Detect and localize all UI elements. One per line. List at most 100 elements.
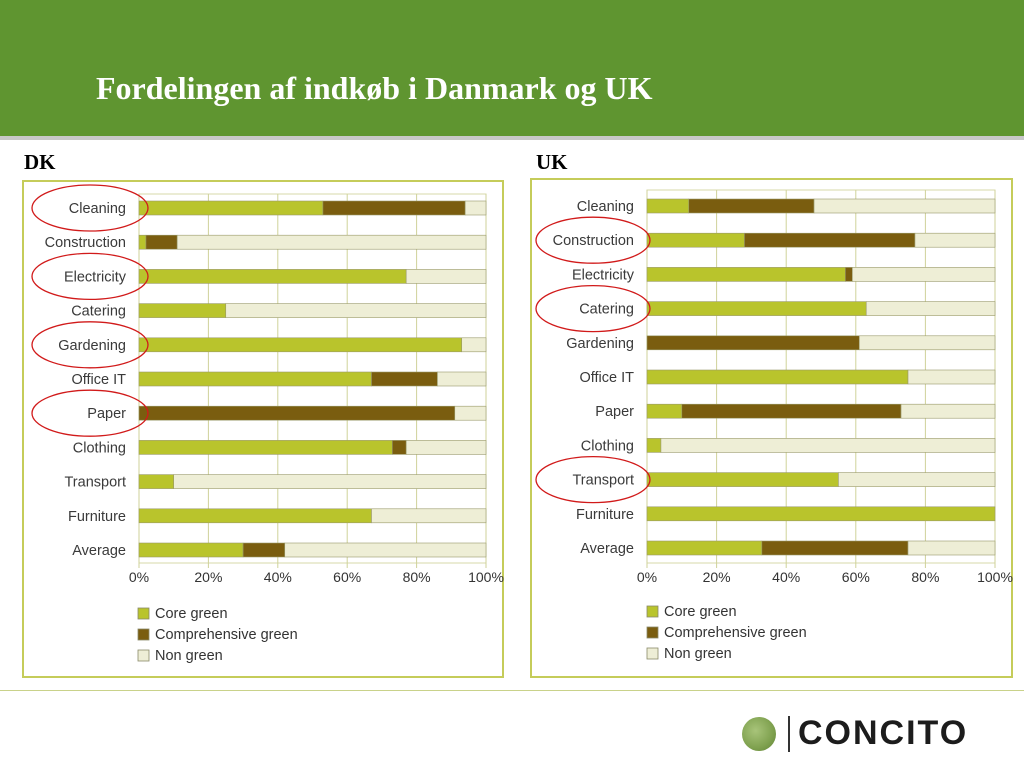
uk-legend-label: Comprehensive green <box>664 625 807 641</box>
dk-bar-transport-non-green <box>173 474 487 489</box>
uk-legend-swatch-comprehensive-green <box>646 626 659 639</box>
dk-bar-gardening-core-green <box>138 337 463 353</box>
dk-bar-average-non-green <box>284 542 487 558</box>
uk-tick-label: 0% <box>637 569 657 585</box>
uk-category-label: Transport <box>572 473 634 489</box>
dk-bar-clothing-non-green <box>405 440 487 455</box>
title-bar-divider <box>0 136 1024 140</box>
title-bar <box>0 0 1024 136</box>
dk-bar-transport-core-green <box>138 474 175 489</box>
uk-legend-label: Core green <box>664 604 737 620</box>
uk-category-label: Clothing <box>581 438 634 454</box>
dk-category-label: Transport <box>64 475 126 491</box>
dk-category-label: Average <box>72 543 126 559</box>
dk-legend-label: Non green <box>155 648 223 664</box>
uk-bar-average-comprehensive-green <box>761 540 909 556</box>
dk-category-label: Cleaning <box>69 201 126 217</box>
uk-bar-cleaning-non-green <box>813 198 996 214</box>
uk-highlight-construction <box>535 216 651 264</box>
logo-separator <box>788 716 790 752</box>
dk-bar-construction-non-green <box>176 234 487 250</box>
dk-category-label: Paper <box>87 406 126 422</box>
uk-bar-average-core-green <box>646 540 763 556</box>
dk-category-label: Construction <box>45 235 126 251</box>
uk-tick-label: 60% <box>842 569 870 585</box>
dk-legend-swatch-comprehensive-green <box>137 628 150 641</box>
uk-bar-electricity-core-green <box>646 267 846 282</box>
uk-bar-construction-comprehensive-green <box>744 232 916 248</box>
uk-bar-transport-non-green <box>838 472 996 487</box>
dk-category-label: Catering <box>71 304 126 320</box>
dk-highlight-paper <box>31 389 149 437</box>
dk-bar-gardening-non-green <box>461 337 487 353</box>
uk-category-label: Gardening <box>566 336 634 352</box>
dk-bar-average-core-green <box>138 542 244 558</box>
uk-legend-swatch-non-green <box>646 647 659 660</box>
uk-category-label: Paper <box>595 404 634 420</box>
uk-bar-catering-non-green <box>865 301 996 316</box>
uk-bar-catering-core-green <box>646 301 867 316</box>
concito-logo-icon <box>742 717 776 751</box>
uk-bar-furniture-core-green <box>646 506 996 522</box>
uk-bar-office-it-non-green <box>907 369 996 385</box>
uk-bar-construction-non-green <box>914 232 996 248</box>
uk-bar-electricity-non-green <box>852 267 996 282</box>
uk-tick-label: 100% <box>977 569 1013 585</box>
uk-category-label: Average <box>580 541 634 557</box>
uk-category-label: Office IT <box>579 370 634 386</box>
dk-category-label: Office IT <box>71 372 126 388</box>
uk-category-label: Furniture <box>576 507 634 523</box>
dk-tick-label: 40% <box>264 569 292 585</box>
dk-bar-office-it-comprehensive-green <box>371 371 438 387</box>
dk-bar-office-it-non-green <box>437 371 487 387</box>
concito-logo-text: CONCITO <box>798 714 969 752</box>
dk-bar-electricity-non-green <box>405 269 487 284</box>
slide-title: Fordelingen af indkøb i Danmark og UK <box>96 70 653 106</box>
uk-highlight-catering <box>535 284 651 333</box>
dk-legend-swatch-core-green <box>137 607 150 620</box>
uk-bar-paper-non-green <box>900 403 996 419</box>
uk-bar-clothing-non-green <box>660 438 996 453</box>
uk-category-label: Construction <box>553 233 634 249</box>
uk-bar-cleaning-comprehensive-green <box>688 198 815 214</box>
dk-category-label: Electricity <box>64 269 127 285</box>
dk-bar-construction-comprehensive-green <box>145 234 178 250</box>
dk-bar-cleaning-non-green <box>464 200 487 216</box>
dk-legend-label: Core green <box>155 606 228 622</box>
uk-bar-cleaning-core-green <box>646 198 690 214</box>
dk-category-label: Gardening <box>58 338 126 354</box>
uk-bar-gardening-non-green <box>858 335 996 351</box>
dk-tick-label: 100% <box>468 569 504 585</box>
uk-chart: 0% 20% 40% 60% 80% 100% Cleaning Construction El… <box>530 178 1013 678</box>
dk-highlight-cleaning <box>31 184 149 232</box>
footer-divider <box>0 690 1024 691</box>
uk-category-label: Cleaning <box>577 199 634 215</box>
uk-category-label: Electricity <box>572 267 635 283</box>
dk-bar-furniture-non-green <box>371 508 487 524</box>
uk-bar-gardening-comprehensive-green <box>646 335 860 351</box>
dk-bar-cleaning-core-green <box>138 200 324 216</box>
dk-bar-electricity-core-green <box>138 269 407 284</box>
uk-category-label: Catering <box>579 302 634 318</box>
dk-bar-office-it-core-green <box>138 371 372 387</box>
dk-bar-cleaning-comprehensive-green <box>322 200 466 216</box>
dk-category-label: Clothing <box>73 440 126 456</box>
dk-bar-furniture-core-green <box>138 508 372 524</box>
dk-highlight-gardening <box>31 321 149 369</box>
uk-tick-label: 40% <box>772 569 800 585</box>
dk-tick-label: 0% <box>129 569 149 585</box>
uk-bar-construction-core-green <box>646 232 745 248</box>
dk-category-label: Furniture <box>68 509 126 525</box>
dk-bar-clothing-core-green <box>138 440 393 455</box>
dk-bar-clothing-comprehensive-green <box>392 440 407 455</box>
dk-tick-label: 80% <box>403 569 431 585</box>
uk-bar-transport-core-green <box>646 472 839 487</box>
uk-highlight-transport <box>535 455 651 504</box>
dk-bar-paper-comprehensive-green <box>138 405 456 421</box>
dk-tick-label: 60% <box>333 569 361 585</box>
dk-bar-average-comprehensive-green <box>242 542 286 558</box>
dk-bar-catering-core-green <box>138 303 227 318</box>
dk-bar-paper-non-green <box>454 405 487 421</box>
concito-logo: CONCITO <box>742 714 1012 754</box>
uk-bar-electricity-comprehensive-green <box>845 267 853 282</box>
